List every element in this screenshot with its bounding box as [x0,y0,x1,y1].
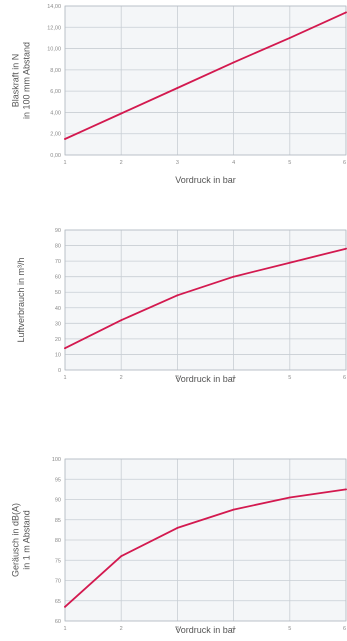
chart-3-x-tick-label: 5 [288,626,291,632]
chart-1-data-point [233,62,235,64]
chart-2-y-tick-label: 50 [55,290,61,296]
chart-1-x-tick-label: 2 [120,160,123,166]
chart-1-x-tick-label: 3 [176,160,179,166]
chart-2-y-tick-label: 60 [55,275,61,281]
chart-3-data-point [289,497,291,499]
chart-1-x-tick-label: 5 [288,160,291,166]
chart-3-x-axis-label: Vordruck in bar [175,625,236,635]
chart-3-data-point [233,509,235,511]
chart-3-y-axis-label: in 1 m Abstand [22,510,32,570]
chart-2-y-tick-label: 0 [58,368,61,374]
chart-2-y-tick-label: 30 [55,321,61,327]
chart-2-y-axis-label: Luftverbrauch in m³/h [16,257,26,342]
chart-2-x-tick-label: 5 [288,375,291,381]
chart-1-y-tick-label: 4,00 [50,110,61,116]
chart-3-data-point [64,606,66,608]
chart-3-data-point [177,527,179,529]
chart-3-y-tick-label: 90 [55,498,61,504]
chart-2-data-point [289,262,291,264]
chart-1-y-tick-label: 0,00 [50,153,61,159]
chart-3-y-tick-label: 75 [55,558,61,564]
chart-1-data-point [120,113,122,115]
chart-3-y-tick-label: 85 [55,518,61,524]
chart-3-y-tick-label: 65 [55,599,61,605]
chart-2-x-axis-label: Vordruck in bar [175,374,236,384]
chart-1-y-tick-label: 8,00 [50,68,61,74]
chart-2-data-point [64,347,66,349]
chart-1-y-axis-label: Blaskraft in N [11,54,21,108]
chart-3-y-tick-label: 70 [55,579,61,585]
chart-1-x-axis-label: Vordruck in bar [175,175,236,185]
chart-3-y-tick-label: 60 [55,619,61,625]
chart-1-plot-area [65,6,346,155]
chart-2-y-tick-label: 90 [55,228,61,234]
chart-1-x-tick-label: 4 [232,160,235,166]
chart-3-y-tick-label: 80 [55,538,61,544]
chart-2-x-tick-label: 6 [343,375,346,381]
chart-1-data-point [177,87,179,89]
chart-1-y-tick-label: 12,00 [47,25,61,31]
chart-2-data-point [177,294,179,296]
chart-1-y-axis-label: in 100 mm Abstand [22,42,32,119]
chart-1-y-tick-label: 6,00 [50,89,61,95]
chart-1-y-tick-label: 10,00 [47,47,61,53]
chart-1-x-tick-label: 6 [343,160,346,166]
chart-2-x-tick-label: 1 [63,375,66,381]
chart-2-y-tick-label: 80 [55,244,61,250]
chart-2-data-point [233,276,235,278]
chart-3-y-tick-label: 100 [52,457,61,463]
chart-2-y-tick-label: 70 [55,259,61,265]
chart-1-x-tick-label: 1 [63,160,66,166]
chart-2-plot-area [65,230,346,370]
chart-3-x-tick-label: 1 [63,626,66,632]
chart-1-data-point [64,138,66,140]
chart-2-data-point [120,319,122,321]
chart-2-x-tick-label: 2 [120,375,123,381]
chart-3-y-axis-label: Geräusch in dB(A) [11,503,21,577]
chart-1-y-tick-label: 14,00 [47,4,61,10]
chart-1-y-tick-label: 2,00 [50,132,61,138]
chart-2-y-tick-label: 10 [55,352,61,358]
chart-3-data-point [120,555,122,557]
chart-3-x-tick-label: 2 [120,626,123,632]
chart-1-data-point [289,37,291,39]
chart-2-y-tick-label: 40 [55,306,61,312]
chart-2-y-tick-label: 20 [55,337,61,343]
chart-3-x-tick-label: 6 [343,626,346,632]
chart-3-y-tick-label: 95 [55,477,61,483]
